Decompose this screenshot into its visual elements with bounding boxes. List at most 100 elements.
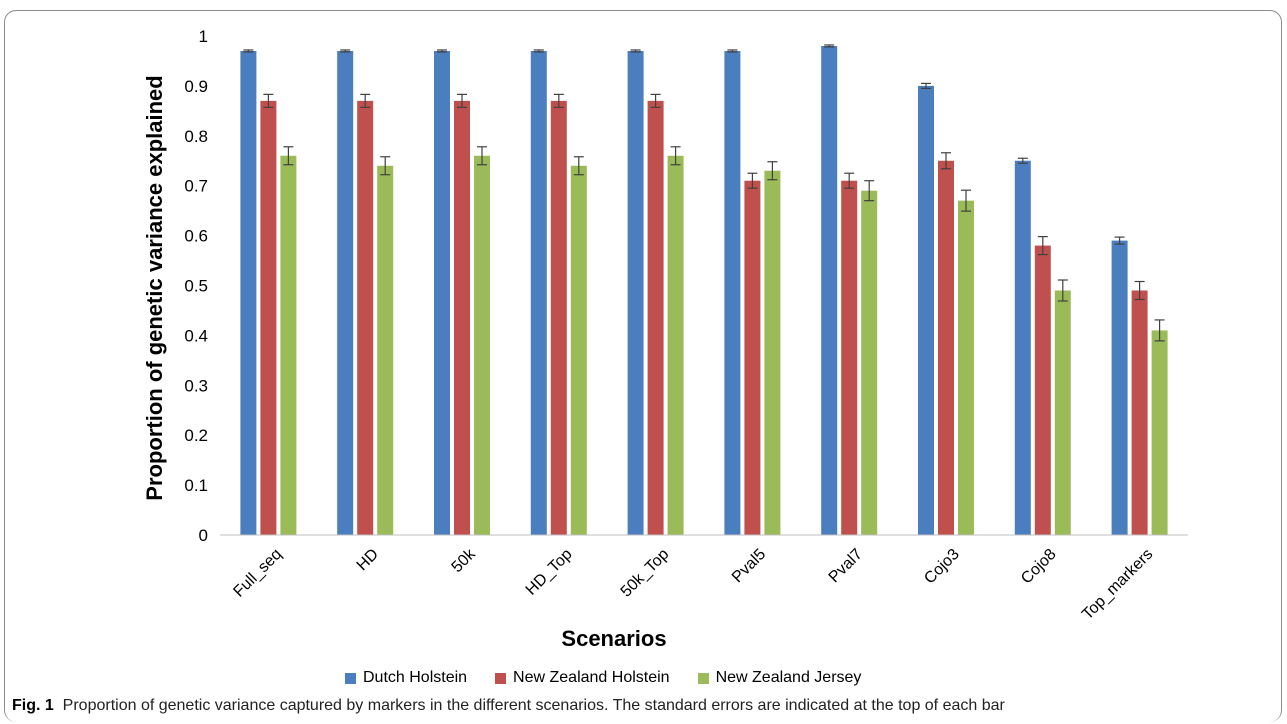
- legend-label: Dutch Holstein: [363, 669, 468, 686]
- legend: Dutch Holstein New Zealand Holstein New Ze…: [345, 667, 861, 689]
- legend-label: New Zealand Holstein: [513, 669, 670, 686]
- x-tick-label: HD: [354, 546, 382, 574]
- error-bar: [921, 82, 931, 89]
- y-tick-label: 0: [199, 526, 208, 545]
- x-tick-label: Cojo8: [1018, 546, 1060, 588]
- error-bar: [844, 172, 855, 189]
- error-bar: [767, 161, 778, 181]
- error-bar: [1057, 279, 1068, 302]
- caption-label: Fig. 1: [12, 697, 54, 714]
- legend-swatch: [345, 672, 356, 684]
- error-bar: [1134, 280, 1145, 301]
- error-bar: [1017, 157, 1028, 164]
- legend-item: New Zealand Jersey: [697, 669, 862, 687]
- bar: [918, 85, 934, 536]
- y-tick-label: 0.2: [184, 426, 208, 445]
- bar: [938, 160, 954, 535]
- error-bar: [243, 49, 254, 53]
- error-bar: [1114, 236, 1125, 245]
- bar: [434, 50, 450, 535]
- error-bar: [283, 146, 294, 166]
- error-bar: [670, 146, 681, 166]
- bar: [357, 100, 374, 536]
- error-bar: [380, 156, 391, 176]
- error-bar: [340, 49, 351, 53]
- bar: [821, 45, 838, 535]
- x-tick-label: 50k_Top: [618, 546, 673, 601]
- x-tick-label: Pval7: [826, 546, 866, 586]
- error-bar: [263, 93, 274, 108]
- y-tick-label: 0.1: [184, 476, 208, 495]
- error-bar: [1037, 235, 1048, 256]
- caption-text: Proportion of genetic variance captured …: [62, 697, 1005, 714]
- bar: [958, 200, 974, 536]
- error-bars: [243, 44, 1165, 342]
- figure-caption: Fig. 1 Proportion of genetic variance ca…: [12, 697, 1277, 715]
- error-bar: [630, 49, 641, 53]
- error-bar: [961, 189, 971, 212]
- bar: [280, 155, 297, 535]
- bar: [841, 180, 858, 535]
- x-tick-label: Full_seq: [230, 546, 285, 601]
- legend-item: Dutch Holstein: [345, 669, 467, 687]
- y-axis-title: Proportion of genetic variance explained: [142, 75, 167, 500]
- bar: [337, 50, 354, 535]
- error-bar: [747, 172, 758, 189]
- bar: [1131, 290, 1148, 535]
- y-axis-ticks: 0 0.1 0.2 0.3 0.4 0.5 0.6 0.7 0.8 0.9 1: [184, 27, 208, 545]
- error-bar: [477, 146, 487, 166]
- y-tick-label: 0.5: [184, 277, 208, 296]
- bar: [744, 180, 761, 535]
- bar: [550, 100, 567, 536]
- error-bar: [553, 93, 564, 108]
- y-tick-label: 1: [199, 27, 208, 46]
- bar: [454, 100, 470, 536]
- error-bar: [941, 152, 951, 170]
- error-bar: [1154, 319, 1165, 342]
- error-bar: [360, 93, 371, 108]
- x-tick-label: Pval5: [729, 546, 769, 586]
- bar: [627, 50, 644, 535]
- error-bar: [864, 180, 875, 202]
- bar: [474, 155, 490, 535]
- error-bar: [533, 49, 544, 53]
- legend-item: New Zealand Holstein: [495, 669, 670, 687]
- bar: [724, 50, 741, 535]
- error-bar: [573, 156, 584, 176]
- bar: [647, 100, 664, 536]
- legend-swatch: [697, 672, 709, 684]
- legend-swatch: [495, 672, 507, 684]
- error-bar: [437, 49, 447, 53]
- error-bar: [650, 93, 661, 108]
- x-tick-label: HD_Top: [523, 546, 576, 599]
- bar: [570, 165, 587, 536]
- bar: [1014, 160, 1031, 535]
- error-bar: [824, 44, 835, 48]
- x-axis-ticks: Full_seq HD 50k HD_Top 50k_Top Pval5 Pval7 Cojo…: [230, 545, 1156, 623]
- x-tick-label: Top_markers: [1079, 546, 1156, 623]
- bar: [377, 165, 394, 536]
- y-tick-label: 0.8: [184, 127, 208, 146]
- y-tick-label: 0.9: [184, 77, 208, 96]
- error-bar: [457, 93, 467, 108]
- y-tick-label: 0.7: [184, 177, 208, 196]
- bar: [1111, 240, 1128, 535]
- legend-label: New Zealand Jersey: [715, 669, 862, 686]
- bar: [260, 100, 277, 536]
- bar: [1034, 245, 1051, 535]
- x-tick-label: Cojo3: [921, 546, 963, 588]
- bar: [1054, 290, 1071, 535]
- bar: [240, 50, 257, 535]
- y-tick-label: 0.4: [184, 326, 208, 345]
- bar: [530, 50, 547, 535]
- x-tick-label: 50k: [449, 545, 480, 576]
- bar: [764, 170, 781, 536]
- bar: [667, 155, 684, 535]
- error-bar: [727, 49, 738, 53]
- bars: [240, 45, 1168, 536]
- y-tick-label: 0.6: [184, 227, 208, 246]
- bar: [1151, 330, 1168, 535]
- bar: [861, 190, 878, 535]
- x-axis-title: Scenarios: [561, 626, 666, 651]
